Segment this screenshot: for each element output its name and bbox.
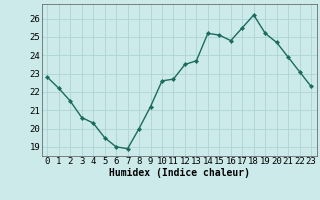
X-axis label: Humidex (Indice chaleur): Humidex (Indice chaleur) <box>109 168 250 178</box>
